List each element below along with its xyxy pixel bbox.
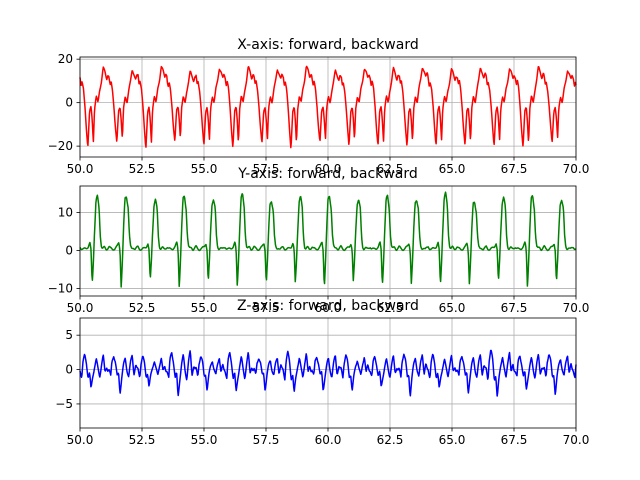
y-tick-label: 0 xyxy=(65,243,73,257)
x-tick-label: 55.0 xyxy=(191,162,218,176)
x-tick-label: 65.0 xyxy=(439,301,466,315)
x-tick-label: 60.0 xyxy=(315,301,342,315)
x-tick-label: 55.0 xyxy=(191,433,218,447)
x-tick-label: 55.0 xyxy=(191,301,218,315)
x-tick-label: 52.5 xyxy=(129,301,156,315)
x-tick-label: 52.5 xyxy=(129,162,156,176)
y-tick-label: 10 xyxy=(58,206,73,220)
y-tick-label: 20 xyxy=(58,52,73,66)
subplot-title: X-axis: forward, backward xyxy=(237,37,418,53)
x-tick-label: 70.0 xyxy=(563,162,590,176)
series-line-1 xyxy=(79,349,577,397)
x-tick-label: 70.0 xyxy=(563,433,590,447)
x-tick-label: 65.0 xyxy=(439,162,466,176)
x-tick-label: 62.5 xyxy=(377,433,404,447)
y-tick-label: −10 xyxy=(48,281,73,295)
y-tick-label: −5 xyxy=(55,397,73,411)
subplots: 50.0 52.5 55.0 57.5 60.0 62.5 65.0 67.5 70.0 20 0 −… xyxy=(48,37,590,447)
subplot-title: Y-axis: forward, backward xyxy=(237,166,417,182)
series-line-1 xyxy=(79,65,577,149)
x-tick-label: 70.0 xyxy=(563,301,590,315)
x-tick-label: 62.5 xyxy=(377,162,404,176)
x-tick-label: 50.0 xyxy=(67,433,94,447)
x-tick-label: 50.0 xyxy=(67,301,94,315)
y-tick-label: 0 xyxy=(65,96,73,110)
x-tick-label: 57.5 xyxy=(253,162,280,176)
x-tick-label: 60.0 xyxy=(315,433,342,447)
x-tick-label: 65.0 xyxy=(439,433,466,447)
x-tick-label: 67.5 xyxy=(501,301,528,315)
x-tick-label: 60.0 xyxy=(315,162,342,176)
x-tick-label: 62.5 xyxy=(377,301,404,315)
series-line-1 xyxy=(79,191,577,288)
x-tick-label: 52.5 xyxy=(129,433,156,447)
y-tick-label: 0 xyxy=(65,363,73,377)
y-tick-label: −20 xyxy=(48,139,73,153)
x-tick-label: 67.5 xyxy=(501,433,528,447)
subplot-1: 50.0 52.5 55.0 57.5 60.0 62.5 65.0 67.5 70.0 20 0 −… xyxy=(48,37,590,176)
y-tick-label: 5 xyxy=(65,328,73,342)
x-tick-label: 57.5 xyxy=(253,433,280,447)
subplot-3: 50.0 52.5 55.0 57.5 60.0 62.5 65.0 67.5 70.0 5 0 −5… xyxy=(55,298,589,447)
subplot-2: 50.0 52.5 55.0 57.5 60.0 62.5 65.0 67.5 70.0 10 0 −… xyxy=(48,166,590,315)
x-tick-label: 57.5 xyxy=(253,301,280,315)
subplot-title: Z-axis: forward, backward xyxy=(237,298,419,314)
x-tick-label: 67.5 xyxy=(501,162,528,176)
x-tick-label: 50.0 xyxy=(67,162,94,176)
